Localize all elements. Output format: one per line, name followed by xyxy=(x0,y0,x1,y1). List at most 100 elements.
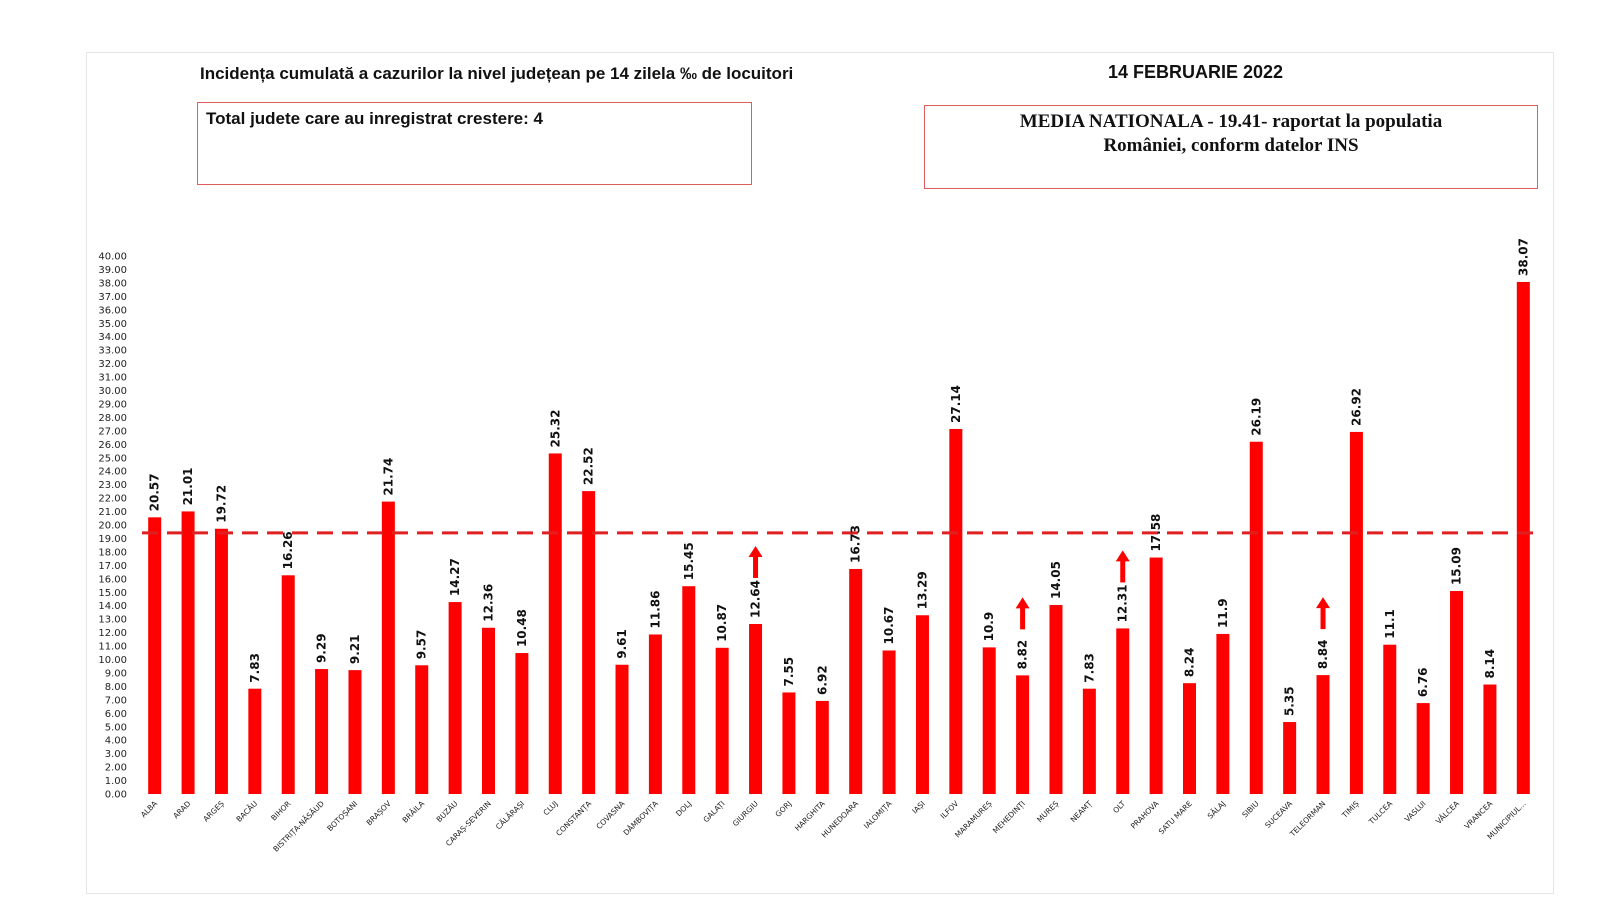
y-tick-label: 15.00 xyxy=(98,588,127,599)
bar xyxy=(1383,644,1397,794)
y-tick-label: 6.00 xyxy=(105,709,127,720)
y-tick-label: 9.00 xyxy=(105,668,127,679)
value-label: 8.84 xyxy=(1316,639,1330,669)
category-label: MUREȘ xyxy=(1035,799,1060,824)
value-label: 10.87 xyxy=(715,604,729,642)
bar xyxy=(1149,557,1163,794)
bar xyxy=(1216,633,1230,794)
category-label: HARGHITA xyxy=(793,798,827,832)
increase-arrow-shaft xyxy=(1020,607,1026,630)
bar xyxy=(482,627,495,794)
y-tick-label: 11.00 xyxy=(98,642,127,653)
bar xyxy=(148,517,162,794)
bar xyxy=(1316,675,1330,794)
y-tick-label: 12.00 xyxy=(98,628,127,639)
value-label: 26.92 xyxy=(1349,388,1363,426)
y-tick-label: 3.00 xyxy=(105,749,127,760)
value-label: 16.73 xyxy=(849,525,863,563)
category-label: DÂMBOVIȚA xyxy=(622,798,662,838)
y-tick-label: 23.00 xyxy=(98,480,127,491)
y-tick-label: 36.00 xyxy=(98,305,127,316)
value-label: 38.07 xyxy=(1516,238,1530,276)
category-label: BRĂILA xyxy=(401,798,427,824)
category-label: BRAȘOV xyxy=(365,798,394,827)
category-label: SIBIU xyxy=(1240,799,1260,819)
category-label: IALOMIȚA xyxy=(862,798,895,831)
category-label: TULCEA xyxy=(1366,798,1394,826)
y-tick-label: 8.00 xyxy=(105,682,127,693)
value-label: 20.57 xyxy=(148,473,162,511)
y-tick-label: 29.00 xyxy=(98,399,127,410)
increase-arrow-shaft xyxy=(1320,607,1326,630)
increase-count-text: Total judete care au inregistrat crester… xyxy=(206,109,543,128)
y-tick-label: 10.00 xyxy=(98,655,127,666)
bar xyxy=(348,670,362,794)
increase-arrow-head xyxy=(1015,597,1030,609)
value-label: 6.76 xyxy=(1416,667,1430,697)
bar xyxy=(315,669,329,794)
value-label: 22.52 xyxy=(582,447,596,485)
bar xyxy=(1016,675,1030,794)
value-label: 7.55 xyxy=(782,657,796,687)
category-label: BIHOR xyxy=(269,799,292,822)
bar xyxy=(949,428,963,794)
value-labels: 20.57 21.01 19.72 7.83 16.26 9.29 9.21 21.74 9.5… xyxy=(148,238,1531,716)
bar xyxy=(749,623,763,794)
category-label: SUCEAVA xyxy=(1263,798,1294,829)
value-label: 11.86 xyxy=(648,591,662,629)
value-label: 16.26 xyxy=(281,531,295,569)
y-tick-label: 21.00 xyxy=(98,507,127,518)
y-tick-label: 19.00 xyxy=(98,534,127,545)
y-tick-label: 33.00 xyxy=(98,346,127,357)
category-label: ARAD xyxy=(171,799,192,820)
y-tick-label: 40.00 xyxy=(98,252,127,263)
category-label: PRAHOVA xyxy=(1129,798,1161,830)
chart-frame xyxy=(86,52,1554,894)
y-tick-label: 16.00 xyxy=(98,574,127,585)
category-label: CLUJ xyxy=(541,799,559,817)
national-average-line2: României, conform datelor INS xyxy=(1103,135,1359,156)
bar xyxy=(448,602,462,794)
national-average-line1: MEDIA NATIONALA - 19.41- raportat la pop… xyxy=(1019,111,1443,132)
bar xyxy=(1450,591,1464,794)
bar xyxy=(214,528,228,794)
y-tick-label: 38.00 xyxy=(98,278,127,289)
y-tick-label: 31.00 xyxy=(98,373,127,384)
bar xyxy=(1516,281,1530,794)
category-label: VÂLCEA xyxy=(1434,798,1462,826)
bar xyxy=(915,615,929,794)
bar xyxy=(548,453,562,794)
increase-count-box: Total judete care au inregistrat crester… xyxy=(197,102,752,185)
category-label: ILFOV xyxy=(939,798,961,820)
value-label: 27.14 xyxy=(949,385,963,423)
bar xyxy=(1049,605,1063,794)
bar xyxy=(181,511,195,794)
value-label: 9.57 xyxy=(415,630,429,660)
bar xyxy=(281,575,295,794)
y-tick-label: 5.00 xyxy=(105,722,127,733)
increase-arrow-head xyxy=(748,545,763,557)
value-label: 17.58 xyxy=(1149,514,1163,552)
bar xyxy=(1283,722,1297,794)
value-label: 11.1 xyxy=(1383,609,1397,639)
value-label: 9.29 xyxy=(315,633,329,663)
y-tick-label: 28.00 xyxy=(98,413,127,424)
value-label: 14.27 xyxy=(448,558,462,596)
category-label: SATU MARE xyxy=(1157,799,1194,836)
value-label: 8.24 xyxy=(1183,648,1197,678)
y-tick-label: 22.00 xyxy=(98,494,127,505)
y-tick-label: 1.00 xyxy=(105,776,127,787)
value-label: 14.05 xyxy=(1049,561,1063,599)
y-tick-label: 39.00 xyxy=(98,265,127,276)
increase-arrow-head xyxy=(1115,550,1130,562)
bars xyxy=(148,281,1530,794)
value-label: 19.72 xyxy=(214,485,228,523)
bar xyxy=(1349,431,1363,794)
category-label: DOLJ xyxy=(674,799,693,818)
value-label: 21.01 xyxy=(181,467,195,505)
value-label: 6.92 xyxy=(815,665,829,695)
category-label: CĂLĂRAȘI xyxy=(494,799,526,831)
y-axis-ticks: 0.00 1.00 2.00 3.00 4.00 5.00 6.00 7.00 8.00 9.00… xyxy=(98,252,127,801)
